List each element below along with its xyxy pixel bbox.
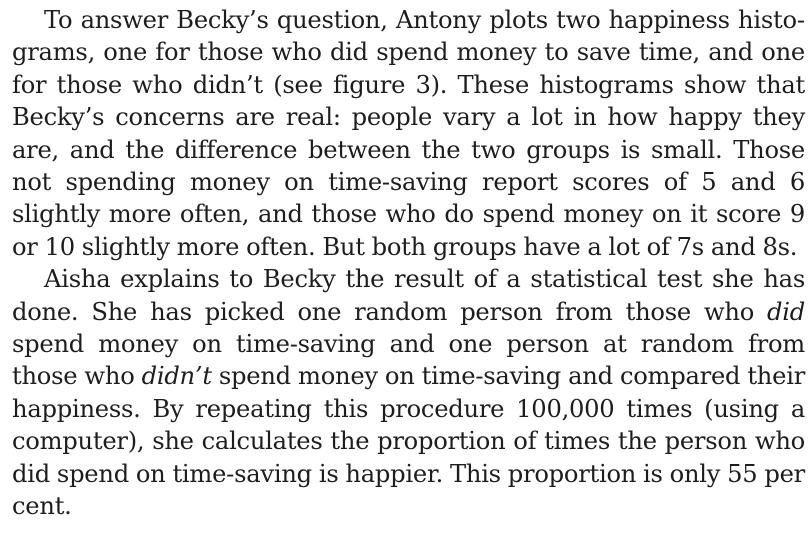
paragraph-text: To answer Becky’s question, Antony plots…: [12, 6, 805, 261]
paragraph-text: spend money on time-saving and one perso…: [12, 330, 805, 391]
emphasis-did: did: [767, 297, 805, 326]
paragraph-statistical-test: Aisha explains to Becky the result of a …: [12, 263, 805, 522]
paragraph-text: spend money on time-saving and compared …: [12, 362, 806, 521]
paragraph-histograms: To answer Becky’s question, Antony plots…: [12, 4, 805, 263]
emphasis-didnt: didn’t: [141, 362, 212, 391]
paragraph-text: Aisha explains to Becky the result of a …: [12, 265, 805, 326]
